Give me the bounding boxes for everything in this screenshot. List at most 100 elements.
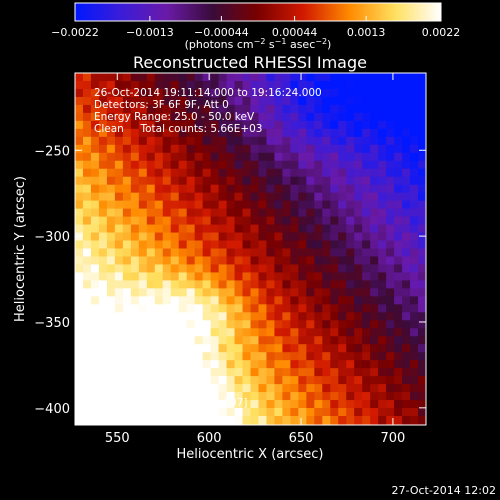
heatmap-cell	[386, 352, 395, 361]
heatmap-cell	[338, 296, 347, 305]
heatmap-cell	[194, 360, 204, 369]
heatmap-cell	[146, 360, 156, 369]
heatmap-cell	[282, 368, 291, 377]
heatmap-cell	[162, 160, 172, 170]
heatmap-cell	[322, 160, 331, 170]
heatmap-cell	[402, 256, 411, 266]
heatmap-cell	[298, 304, 307, 313]
heatmap-cell	[178, 240, 188, 250]
heatmap-cell	[234, 88, 244, 98]
heatmap-cell	[322, 120, 331, 130]
heatmap-cell	[418, 88, 426, 98]
heatmap-cell	[282, 88, 291, 98]
heatmap-cell	[266, 128, 276, 138]
heatmap-cell	[75, 248, 84, 258]
heatmap-cell	[138, 160, 148, 170]
heatmap-cell	[242, 296, 252, 305]
heatmap-cell	[282, 408, 291, 417]
heatmap-cell	[298, 104, 307, 114]
heatmap-cell	[234, 272, 244, 282]
heatmap-cell	[90, 312, 100, 321]
heatmap-cell	[170, 144, 180, 154]
heatmap-cell	[242, 152, 252, 162]
heatmap-cell	[90, 232, 100, 242]
heatmap-cell	[218, 376, 228, 385]
heatmap-cell	[282, 224, 291, 234]
heatmap-cell	[234, 96, 244, 106]
heatmap-cell	[186, 152, 196, 162]
heatmap-cell	[346, 304, 355, 313]
heatmap-cell	[186, 184, 196, 194]
heatmap-cell	[138, 304, 148, 313]
heatmap-cell	[202, 304, 212, 313]
heatmap-cell	[330, 112, 339, 122]
heatmap-cell	[290, 224, 299, 234]
heatmap-cell	[218, 408, 228, 417]
heatmap-cell	[314, 376, 323, 385]
heatmap-cell	[386, 312, 395, 321]
heatmap-cell	[362, 416, 371, 425]
heatmap-cell	[186, 128, 196, 138]
heatmap-cell	[202, 328, 212, 337]
heatmap-cell	[178, 184, 188, 194]
heatmap-cell	[194, 80, 204, 90]
heatmap-cell	[298, 352, 307, 361]
heatmap-cell	[266, 296, 276, 305]
heatmap-cell	[75, 192, 84, 202]
heatmap-cell	[338, 96, 347, 106]
heatmap-cell	[202, 336, 212, 345]
heatmap-cell	[218, 288, 228, 297]
heatmap-cell	[266, 112, 276, 122]
heatmap-cell	[210, 200, 220, 210]
heatmap-cell	[386, 256, 395, 266]
heatmap-cell	[242, 248, 252, 258]
heatmap-cell	[306, 96, 315, 106]
heatmap-cell	[418, 80, 426, 90]
heatmap-cell	[402, 216, 411, 226]
heatmap-cell	[266, 168, 276, 178]
heatmap-cell	[90, 384, 100, 393]
annotation-time-range: 26-Oct-2014 19:11:14.000 to 19:16:24.000	[94, 87, 322, 99]
heatmap-cell	[194, 328, 204, 337]
heatmap-cell	[330, 296, 339, 305]
heatmap-cell	[90, 104, 100, 114]
heatmap-cell	[194, 288, 204, 297]
heatmap-cell	[410, 73, 419, 82]
heatmap-cell	[122, 200, 132, 210]
heatmap-cell	[170, 352, 180, 361]
heatmap-cell	[410, 144, 419, 154]
heatmap-cell	[394, 144, 403, 154]
heatmap-cell	[170, 88, 180, 98]
heatmap-cell	[282, 272, 291, 282]
heatmap-cell	[138, 240, 148, 250]
heatmap-cell	[354, 184, 363, 194]
heatmap-cell	[394, 240, 403, 250]
heatmap-cell	[226, 192, 236, 202]
heatmap-cell	[386, 80, 395, 90]
heatmap-cell	[322, 408, 331, 417]
heatmap-cell	[370, 368, 379, 377]
heatmap-cell	[306, 360, 315, 369]
heatmap-cell	[362, 384, 371, 393]
heatmap-cell	[386, 88, 395, 98]
heatmap-cell	[346, 104, 355, 114]
heatmap-cell	[274, 73, 284, 82]
heatmap-cell	[154, 104, 164, 114]
heatmap-cell	[394, 392, 403, 401]
heatmap-cell	[154, 168, 164, 178]
y-axis-ticks: −250−300−350−400	[34, 144, 426, 417]
heatmap-cell	[410, 80, 419, 90]
heatmap-cell	[122, 120, 132, 130]
heatmap-cell	[402, 320, 411, 329]
heatmap-cell	[178, 120, 188, 130]
heatmap-cell	[370, 104, 379, 114]
heatmap-cell	[138, 192, 148, 202]
heatmap-cell	[306, 176, 315, 186]
heatmap-cell	[394, 256, 403, 266]
heatmap-cell	[346, 392, 355, 401]
heatmap-cell	[282, 208, 291, 218]
heatmap-cell	[75, 328, 84, 337]
heatmap-cell	[162, 208, 172, 218]
heatmap-cell	[250, 192, 260, 202]
heatmap-cell	[346, 184, 355, 194]
